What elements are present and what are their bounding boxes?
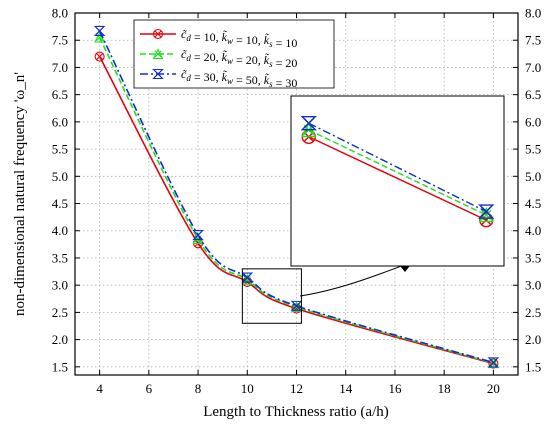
inset-series-3-point <box>300 115 317 131</box>
y-tick-label-right: 3.5 <box>525 250 541 265</box>
x-tick-label: 18 <box>438 381 451 396</box>
y-tick-label: 6.0 <box>52 114 68 129</box>
zoom-indicator <box>241 258 416 324</box>
y-tick-label: 7.5 <box>52 33 68 48</box>
y-tick-label-right: 5.5 <box>525 142 541 157</box>
inset-series-line-1 <box>308 136 487 221</box>
y-tick-label: 1.5 <box>52 359 68 374</box>
y-tick-label: 8.0 <box>52 6 68 21</box>
y-tick-label-right: 3.0 <box>525 278 541 293</box>
x-axis-label-text: Length to Thickness ratio (a/h) <box>203 404 389 420</box>
y-tick-label-right: 8.0 <box>525 6 541 21</box>
y-tick-label: 3.0 <box>52 278 68 293</box>
legend-entry-2: c̃d = 20, k̃w = 20, k̃s = 20 <box>140 47 297 70</box>
y-tick-label-right: 7.5 <box>525 33 541 48</box>
y-tick-label: 6.5 <box>52 87 68 102</box>
series-3-point <box>290 300 303 311</box>
x-tick-label: 4 <box>96 381 103 396</box>
x-tick-label: 16 <box>388 381 402 396</box>
inset-plot <box>290 95 505 267</box>
zoom-arrow <box>299 261 413 297</box>
y-tick-label: 7.0 <box>52 60 68 75</box>
legend-label: c̃d = 20, k̃w = 20, k̃s = 20 <box>181 47 297 70</box>
inset-frame <box>290 95 505 267</box>
y-tick-label-right: 5.0 <box>525 169 541 184</box>
x-tick-label: 12 <box>290 381 303 396</box>
y-tick-label-right: 7.0 <box>525 60 541 75</box>
y-tick-label: 4.5 <box>52 196 68 211</box>
legend: c̃d = 10, k̃w = 10, k̃s = 10c̃d = 20, k̃… <box>133 19 335 90</box>
inset-series-layer <box>300 115 495 228</box>
legend-marker <box>152 48 164 60</box>
x-tick-label: 10 <box>241 381 254 396</box>
legend-marker <box>152 68 164 80</box>
inset-series-line-2 <box>308 129 487 216</box>
inset-series-3-point <box>478 204 495 219</box>
y-tick-label: 3.5 <box>52 250 68 265</box>
legend-entry-3: c̃d = 30, k̃w = 50, k̃s = 30 <box>140 67 297 90</box>
y-tick-label: 5.5 <box>52 142 68 157</box>
y-tick-label: 5.0 <box>52 169 68 184</box>
y-tick-label: 2.5 <box>52 305 68 320</box>
y-tick-label: 2.0 <box>52 332 68 347</box>
legend-entry-1: c̃d = 10, k̃w = 10, k̃s = 10 <box>140 27 297 50</box>
axes: 4 6 8 10 12 14 16 18 20 1.5 1.5 2.0 2.0 2.5 2.5 3.0 3.0 3… <box>52 6 542 397</box>
x-axis-label: Length to Thickness ratio (a/h) <box>203 404 389 420</box>
y-tick-label-right: 4.0 <box>525 223 541 238</box>
y-tick-label-right: 2.5 <box>525 305 541 320</box>
inset-series-line-3 <box>308 122 487 213</box>
legend-entries: c̃d = 10, k̃w = 10, k̃s = 10c̃d = 20, k̃… <box>140 27 297 90</box>
x-tick-label: 6 <box>146 381 153 396</box>
series-layer <box>93 25 500 369</box>
y-tick-label-right: 1.5 <box>525 359 541 374</box>
series-3-point <box>93 25 106 37</box>
y-axis-label: non-dimensional natural frequency 'ω_n' <box>12 72 28 316</box>
legend-label: c̃d = 30, k̃w = 50, k̃s = 30 <box>181 67 297 90</box>
x-tick-label: 14 <box>339 381 353 396</box>
y-tick-label-right: 6.0 <box>525 114 541 129</box>
y-axis-label-text: non-dimensional natural frequency 'ω_n' <box>12 72 28 316</box>
x-tick-label: 8 <box>195 381 202 396</box>
x-tick-label: 20 <box>487 381 500 396</box>
legend-label: c̃d = 10, k̃w = 10, k̃s = 10 <box>181 27 297 50</box>
y-tick-label-right: 6.5 <box>525 87 541 102</box>
series-3-point <box>192 230 204 241</box>
y-tick-label-right: 4.5 <box>525 196 541 211</box>
y-tick-label: 4.0 <box>52 223 68 238</box>
series-1-point <box>94 51 105 62</box>
y-tick-label-right: 2.0 <box>525 332 541 347</box>
legend-marker <box>152 28 164 40</box>
series-3-point <box>487 357 500 368</box>
